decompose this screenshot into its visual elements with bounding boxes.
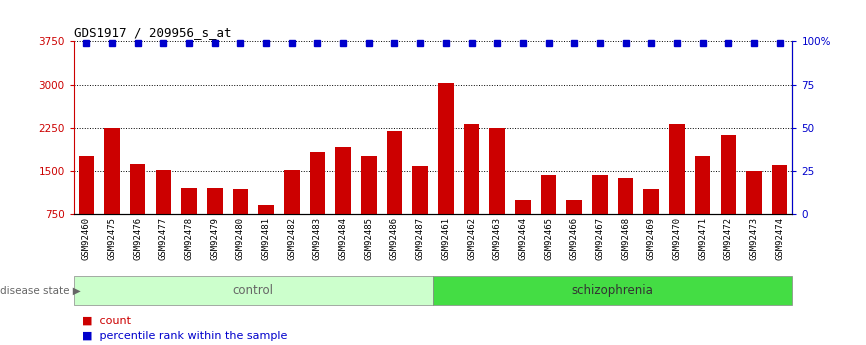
Text: GSM92462: GSM92462 [467, 217, 476, 260]
Text: ■  percentile rank within the sample: ■ percentile rank within the sample [82, 332, 288, 341]
Bar [182, 188, 197, 257]
Text: GSM92465: GSM92465 [544, 217, 553, 260]
Text: GSM92486: GSM92486 [390, 217, 399, 260]
Text: GSM92479: GSM92479 [210, 217, 219, 260]
Text: GSM92472: GSM92472 [724, 217, 733, 260]
Bar [156, 170, 171, 257]
Bar [74, 276, 433, 305]
Text: GSM92469: GSM92469 [647, 217, 656, 260]
Bar [233, 189, 249, 257]
Bar [412, 166, 428, 257]
Bar [592, 175, 608, 257]
Text: GSM92474: GSM92474 [775, 217, 784, 260]
Text: GSM92468: GSM92468 [621, 217, 630, 260]
Text: GSM92467: GSM92467 [595, 217, 604, 260]
Bar [643, 189, 659, 257]
Bar [669, 124, 684, 257]
Bar [721, 135, 736, 257]
Text: GSM92461: GSM92461 [442, 217, 450, 260]
Bar [433, 276, 792, 305]
Text: GDS1917 / 209956_s_at: GDS1917 / 209956_s_at [74, 26, 231, 39]
Text: GSM92473: GSM92473 [749, 217, 759, 260]
Bar [207, 188, 223, 257]
Bar [335, 147, 351, 257]
Text: schizophrenia: schizophrenia [572, 284, 654, 297]
Bar [540, 175, 556, 257]
Text: GSM92463: GSM92463 [493, 217, 501, 260]
Bar [515, 199, 531, 257]
Bar [438, 83, 454, 257]
Text: GSM92460: GSM92460 [82, 217, 91, 260]
Bar [284, 170, 300, 257]
Text: ■  count: ■ count [82, 316, 132, 326]
Text: GSM92470: GSM92470 [672, 217, 682, 260]
Text: GSM92476: GSM92476 [133, 217, 142, 260]
Bar [79, 156, 94, 257]
Text: GSM92464: GSM92464 [519, 217, 527, 260]
Text: GSM92481: GSM92481 [262, 217, 271, 260]
Text: GSM92478: GSM92478 [184, 217, 194, 260]
Bar [361, 156, 377, 257]
Bar [566, 199, 582, 257]
Text: control: control [233, 284, 274, 297]
Bar [746, 171, 761, 257]
Bar [617, 178, 633, 257]
Text: GSM92483: GSM92483 [313, 217, 322, 260]
Bar [489, 128, 505, 257]
Text: GSM92471: GSM92471 [698, 217, 707, 260]
Text: GSM92487: GSM92487 [416, 217, 424, 260]
Bar [772, 165, 787, 257]
Bar [387, 130, 402, 257]
Bar [130, 164, 145, 257]
Bar [310, 152, 326, 257]
Bar [695, 156, 710, 257]
Text: GSM92482: GSM92482 [288, 217, 296, 260]
Bar [105, 128, 120, 257]
Text: disease state ▶: disease state ▶ [0, 286, 81, 296]
Bar [464, 124, 479, 257]
Text: GSM92480: GSM92480 [236, 217, 245, 260]
Text: GSM92466: GSM92466 [570, 217, 578, 260]
Text: GSM92485: GSM92485 [365, 217, 373, 260]
Text: GSM92484: GSM92484 [339, 217, 347, 260]
Text: GSM92477: GSM92477 [159, 217, 168, 260]
Bar [258, 205, 274, 257]
Text: GSM92475: GSM92475 [107, 217, 117, 260]
